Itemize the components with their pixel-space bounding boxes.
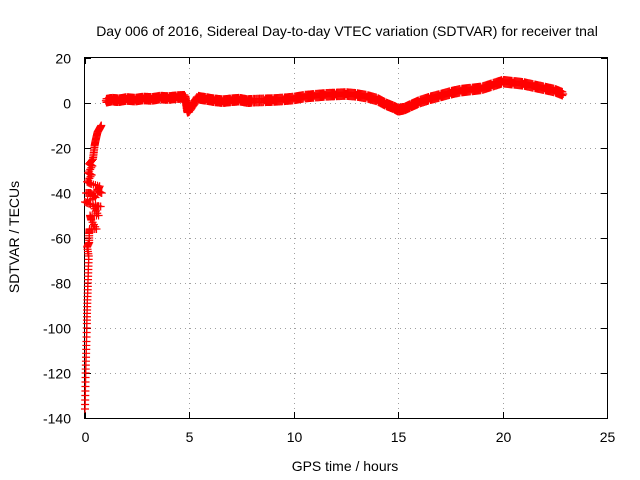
y-tick-label: -40 bbox=[51, 186, 71, 202]
x-tick-label: 5 bbox=[186, 429, 194, 445]
y-tick-label: -60 bbox=[51, 231, 71, 247]
data-point bbox=[84, 268, 93, 277]
x-tick-label: 0 bbox=[82, 429, 90, 445]
data-point bbox=[558, 91, 567, 100]
x-tick-label: 20 bbox=[496, 429, 512, 445]
data-points bbox=[81, 75, 568, 413]
data-point bbox=[81, 391, 90, 400]
plot-frame bbox=[84, 57, 608, 419]
x-tick-label: 15 bbox=[391, 429, 407, 445]
data-point bbox=[81, 373, 90, 382]
data-point bbox=[82, 341, 91, 350]
y-axis-label: SDTVAR / TECUs bbox=[6, 181, 22, 293]
y-tick-label: -120 bbox=[43, 366, 71, 382]
grid bbox=[85, 58, 607, 418]
y-tick-label: -100 bbox=[43, 321, 71, 337]
y-tick-label: 20 bbox=[55, 51, 71, 67]
y-tick-label: -140 bbox=[43, 411, 71, 427]
axis-ticks: 0 5 10 15 20 25 -140 -120 -100 -80 -60 -40 -20 0 20 bbox=[43, 51, 616, 446]
data-point bbox=[83, 295, 92, 304]
data-point bbox=[85, 226, 94, 235]
chart-title: Day 006 of 2016, Sidereal Day-to-day VTE… bbox=[96, 23, 598, 39]
y-tick-label: -20 bbox=[51, 141, 71, 157]
y-tick-label: 0 bbox=[63, 96, 71, 112]
data-point bbox=[82, 324, 91, 332]
data-point bbox=[86, 212, 95, 221]
y-tick-label: -80 bbox=[51, 276, 71, 292]
x-tick-label: 25 bbox=[600, 429, 616, 445]
data-point bbox=[88, 218, 97, 227]
data-point bbox=[81, 357, 90, 366]
data-point bbox=[96, 122, 105, 131]
data-point bbox=[83, 309, 92, 318]
data-point bbox=[83, 282, 92, 291]
x-axis-label: GPS time / hours bbox=[292, 458, 399, 474]
x-tick-label: 10 bbox=[287, 429, 303, 445]
